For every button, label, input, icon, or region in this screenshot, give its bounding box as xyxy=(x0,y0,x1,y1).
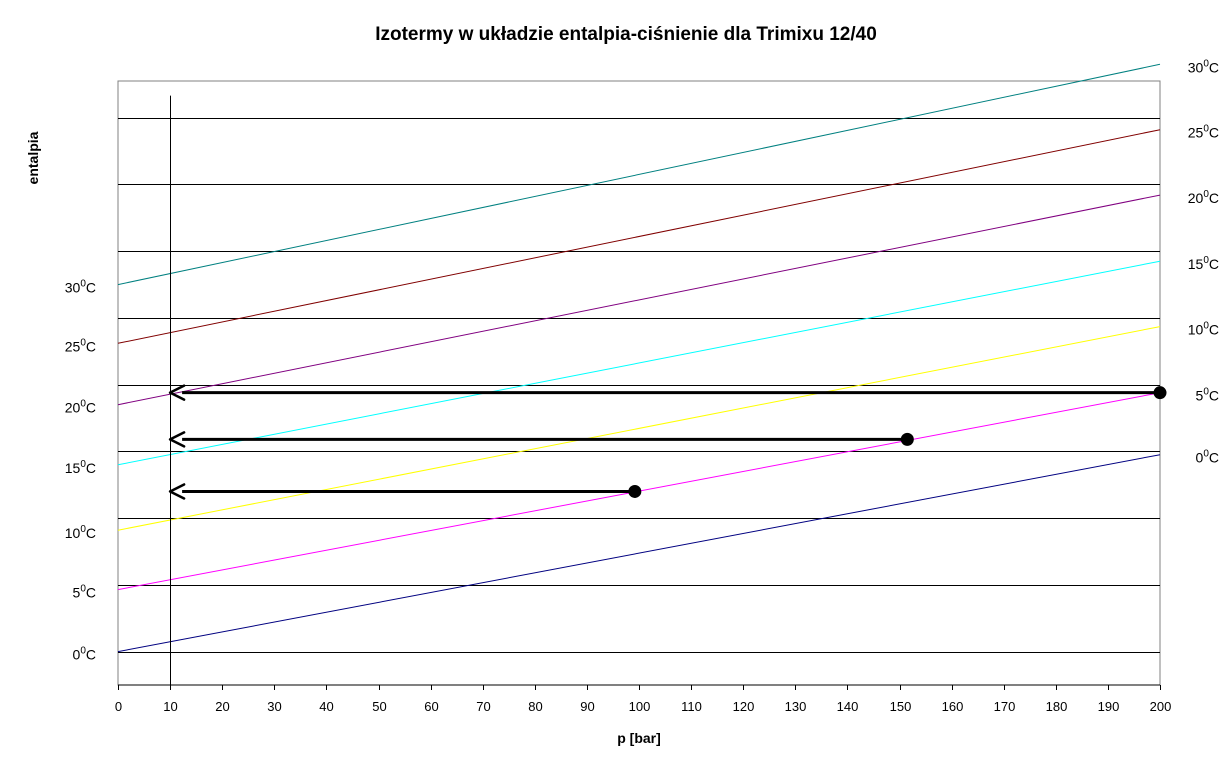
isotherm-label: 00C xyxy=(73,646,96,663)
x-tick-label: 40 xyxy=(319,699,333,714)
x-tick-label: 80 xyxy=(528,699,542,714)
data-point-marker xyxy=(628,484,642,498)
isotherm-label: 200C xyxy=(1188,189,1219,206)
x-tick-label: 100 xyxy=(629,699,651,714)
series-line xyxy=(117,260,1161,466)
series-line xyxy=(117,63,1161,286)
x-tick-label: 170 xyxy=(994,699,1016,714)
series-line xyxy=(117,326,1161,531)
gridlines xyxy=(118,118,1160,653)
x-tick-label: 20 xyxy=(215,699,229,714)
x-tick-label: 130 xyxy=(785,699,807,714)
isotherm-label: 300C xyxy=(65,279,96,296)
isotherm-label: 00C xyxy=(1196,449,1219,466)
y-axis-title: entalpia xyxy=(25,131,41,184)
x-tick-label: 120 xyxy=(733,699,755,714)
left-isotherm-labels: 00C 50C 100C 150C 200C 250C 300C xyxy=(65,279,96,663)
arrows xyxy=(168,384,1167,500)
isotherm-label: 250C xyxy=(1188,124,1219,141)
data-point-marker xyxy=(1153,386,1167,400)
isotherm-label: 150C xyxy=(1188,255,1219,272)
data-point-marker xyxy=(900,432,914,446)
x-axis: 0 10 20 30 40 50 60 70 80 90 100 110 120 130 140 150 160… xyxy=(115,685,1171,714)
isotherm-label: 50C xyxy=(1196,387,1219,404)
x-tick-label: 0 xyxy=(115,699,122,714)
isotherm-label: 200C xyxy=(65,399,96,416)
x-tick-label: 140 xyxy=(837,699,859,714)
isotherm-label: 50C xyxy=(73,584,96,601)
x-axis-title: p [bar] xyxy=(617,730,661,746)
x-tick-label: 190 xyxy=(1098,699,1120,714)
arrow-head xyxy=(168,483,186,500)
isotherm-label: 150C xyxy=(65,459,96,476)
arrow-head xyxy=(168,431,186,448)
isotherm-label: 100C xyxy=(1188,321,1219,338)
x-tick-label: 150 xyxy=(890,699,912,714)
x-tick-label: 50 xyxy=(372,699,386,714)
x-tick-label: 70 xyxy=(476,699,490,714)
series-line xyxy=(117,454,1161,653)
plot-area xyxy=(117,80,1161,686)
isotherm-label: 300C xyxy=(1188,58,1219,75)
series-line xyxy=(117,194,1161,406)
right-isotherm-labels: 00C 50C 100C 150C 200C 250C 300C xyxy=(1188,58,1219,465)
x-tick-label: 110 xyxy=(681,699,702,714)
x-tick-label: 30 xyxy=(267,699,281,714)
isotherm-label: 100C xyxy=(65,524,96,541)
x-tick-label: 90 xyxy=(580,699,594,714)
x-tick-label: 160 xyxy=(942,699,964,714)
x-tick-label: 10 xyxy=(163,699,177,714)
arrow-head xyxy=(168,384,186,401)
x-tick-label: 60 xyxy=(424,699,438,714)
series-line xyxy=(117,129,1161,344)
x-tick-label: 180 xyxy=(1046,699,1068,714)
isotherm-label: 250C xyxy=(65,337,96,354)
chart-title: Izotermy w układzie entalpia-ciśnienie d… xyxy=(375,24,877,45)
isotherm-lines xyxy=(117,63,1161,653)
x-tick-label: 200 xyxy=(1150,699,1172,714)
